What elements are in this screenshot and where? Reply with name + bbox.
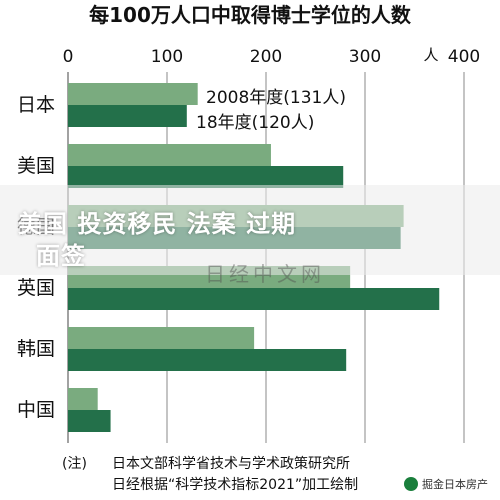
- bar: [68, 288, 440, 310]
- category-label: 中国: [17, 399, 55, 421]
- banner-headline: 美国 投资移民 法案 过期: [18, 210, 297, 238]
- x-tick-label: 100: [151, 47, 183, 67]
- note-line2: 日经根据“科学技术指标2021”加工绘制: [112, 477, 358, 493]
- banner-overlay: [0, 185, 500, 275]
- bar: [68, 105, 187, 127]
- brand-tag: 掘金日本房产: [404, 476, 488, 492]
- x-tick-labels: 0 100 200 300 400: [63, 47, 481, 67]
- note-line1: 日本文部科学省技术与学术政策研究所: [112, 455, 350, 472]
- x-tick-label: 400: [448, 47, 480, 67]
- wechat-icon: [404, 477, 418, 491]
- chart-title: 每100万人口中取得博士学位的人数: [89, 3, 412, 27]
- bar: [68, 410, 111, 432]
- legend: 2008年度(131人) 18年度(120人): [196, 88, 346, 133]
- banner-text: 美国 投资移民 法案 过期 面签: [18, 208, 296, 272]
- unit-label: 人: [423, 46, 438, 64]
- banner-subheadline: 面签: [36, 242, 86, 270]
- category-label: 美国: [17, 155, 55, 177]
- x-tick-label: 200: [250, 47, 282, 67]
- bar: [68, 83, 198, 105]
- x-tick-label: 0: [63, 47, 74, 67]
- bar: [68, 144, 271, 166]
- x-tick-label: 300: [349, 47, 381, 67]
- category-label: 英国: [17, 277, 55, 299]
- brand-label: 掘金日本房产: [422, 478, 488, 491]
- legend-entry-2018: 18年度(120人): [196, 113, 314, 133]
- category-label: 日本: [17, 94, 55, 116]
- bar: [68, 388, 98, 410]
- note-prefix: (注): [62, 456, 87, 472]
- category-label: 韩国: [17, 338, 55, 360]
- watermark-text: 日经中文网: [205, 262, 325, 286]
- bar: [68, 166, 344, 188]
- legend-entry-2008: 2008年度(131人): [206, 88, 346, 108]
- bar: [68, 349, 347, 371]
- bar: [68, 327, 255, 349]
